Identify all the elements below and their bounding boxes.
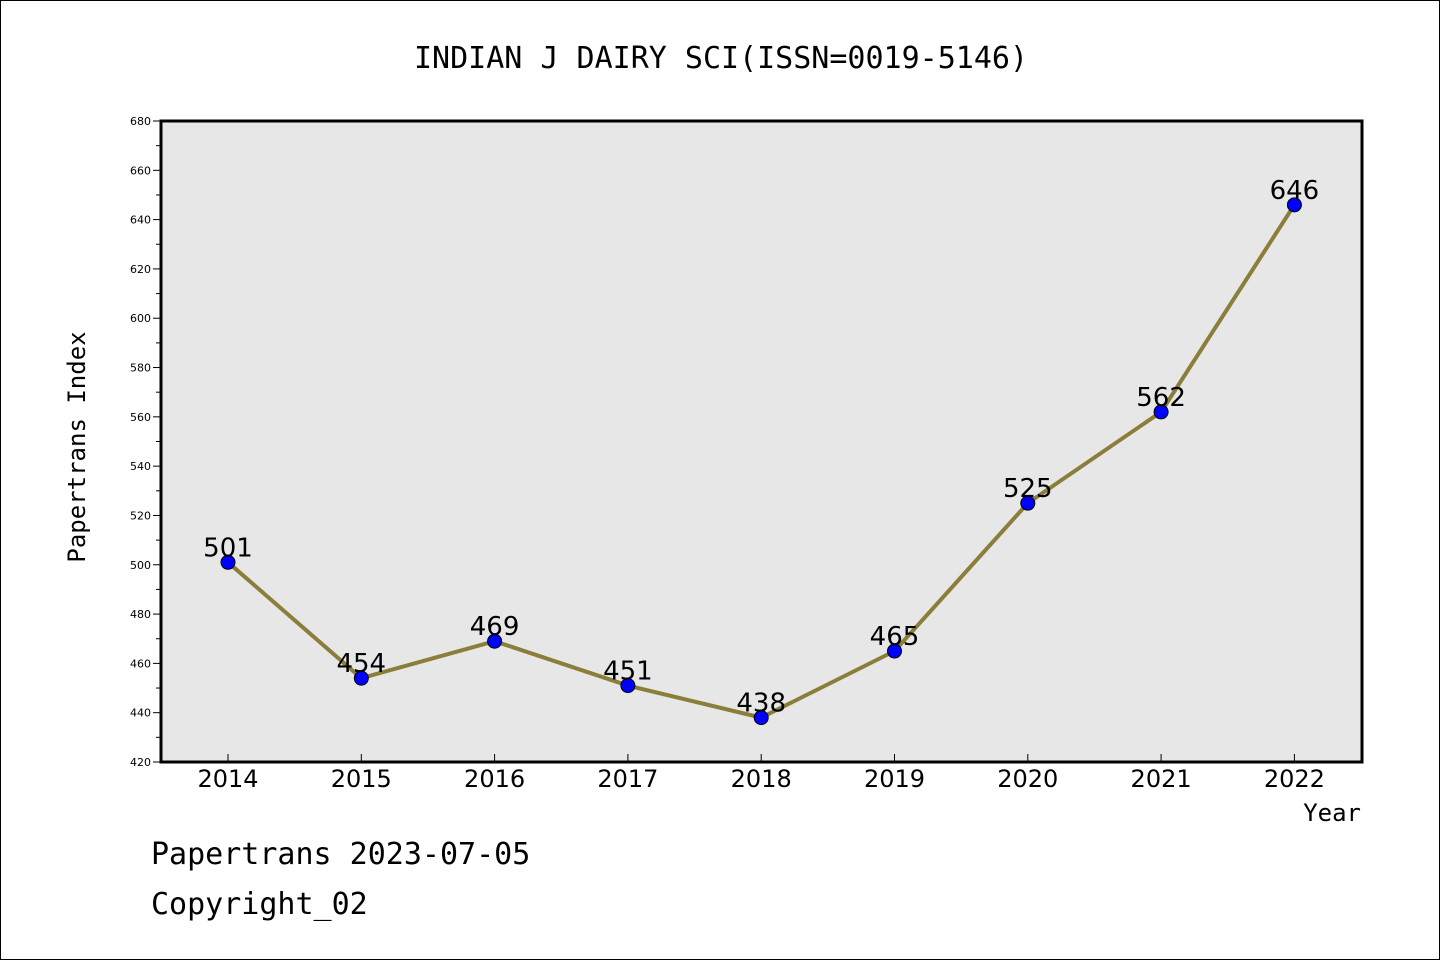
data-label: 438 bbox=[736, 689, 786, 719]
data-point bbox=[353, 670, 369, 686]
y-tick-label: 600 bbox=[130, 312, 151, 325]
y-tick-label: 580 bbox=[130, 362, 151, 375]
x-axis-label: Year bbox=[1303, 799, 1361, 827]
y-tick-label: 440 bbox=[130, 707, 151, 720]
y-tick-label: 420 bbox=[130, 756, 151, 769]
plot-area bbox=[159, 119, 1364, 764]
data-point bbox=[620, 678, 636, 694]
chart-title: INDIAN J DAIRY SCI(ISSN=0019-5146) bbox=[414, 41, 1028, 76]
x-tick-label: 2018 bbox=[731, 765, 792, 793]
y-tick-label: 540 bbox=[130, 460, 151, 473]
y-tick-label: 480 bbox=[130, 608, 151, 621]
data-point bbox=[1153, 404, 1169, 420]
x-tick-label: 2016 bbox=[464, 765, 525, 793]
y-tick-label: 520 bbox=[130, 509, 151, 522]
x-tick-label: 2022 bbox=[1264, 765, 1325, 793]
y-tick-label: 500 bbox=[130, 559, 151, 572]
data-label: 454 bbox=[336, 649, 386, 679]
y-tick-label: 680 bbox=[130, 115, 151, 128]
data-point bbox=[887, 643, 902, 659]
x-axis-ticks: 2014 2015 2016 2017 2018 2019 2020 2021 2022 bbox=[197, 754, 1325, 793]
x-tick-label: 2019 bbox=[864, 765, 925, 793]
y-tick-label: 560 bbox=[130, 411, 151, 424]
footer-copyright: Copyright_02 bbox=[151, 887, 368, 922]
data-point bbox=[487, 633, 503, 649]
data-label: 562 bbox=[1136, 383, 1186, 413]
data-point bbox=[1020, 495, 1036, 511]
footer-date: Papertrans 2023-07-05 bbox=[151, 837, 531, 872]
data-label: 465 bbox=[870, 622, 920, 652]
data-label: 451 bbox=[603, 657, 653, 687]
data-label: 525 bbox=[1003, 474, 1053, 504]
x-tick-label: 2021 bbox=[1131, 765, 1192, 793]
x-tick-label: 2014 bbox=[197, 765, 258, 793]
y-tick-label: 620 bbox=[130, 263, 151, 276]
data-point bbox=[220, 554, 236, 570]
y-axis-ticks: 420 440 460 480 500 520 540 560 580 600 620 640 660 6… bbox=[130, 115, 161, 769]
data-point bbox=[753, 710, 769, 726]
series-group: 501 454 469 451 438 465 525 562 646 bbox=[203, 176, 1320, 726]
data-label: 646 bbox=[1270, 176, 1320, 206]
data-label: 469 bbox=[470, 612, 520, 642]
data-point bbox=[1286, 197, 1302, 213]
x-tick-label: 2017 bbox=[597, 765, 658, 793]
data-label: 501 bbox=[203, 533, 253, 563]
x-tick-label: 2020 bbox=[997, 765, 1058, 793]
y-axis-label: Papertrans Index bbox=[63, 331, 91, 562]
y-tick-label: 640 bbox=[130, 214, 151, 227]
y-tick-label: 460 bbox=[130, 657, 151, 670]
y-tick-label: 660 bbox=[130, 164, 151, 177]
x-tick-label: 2015 bbox=[331, 765, 392, 793]
